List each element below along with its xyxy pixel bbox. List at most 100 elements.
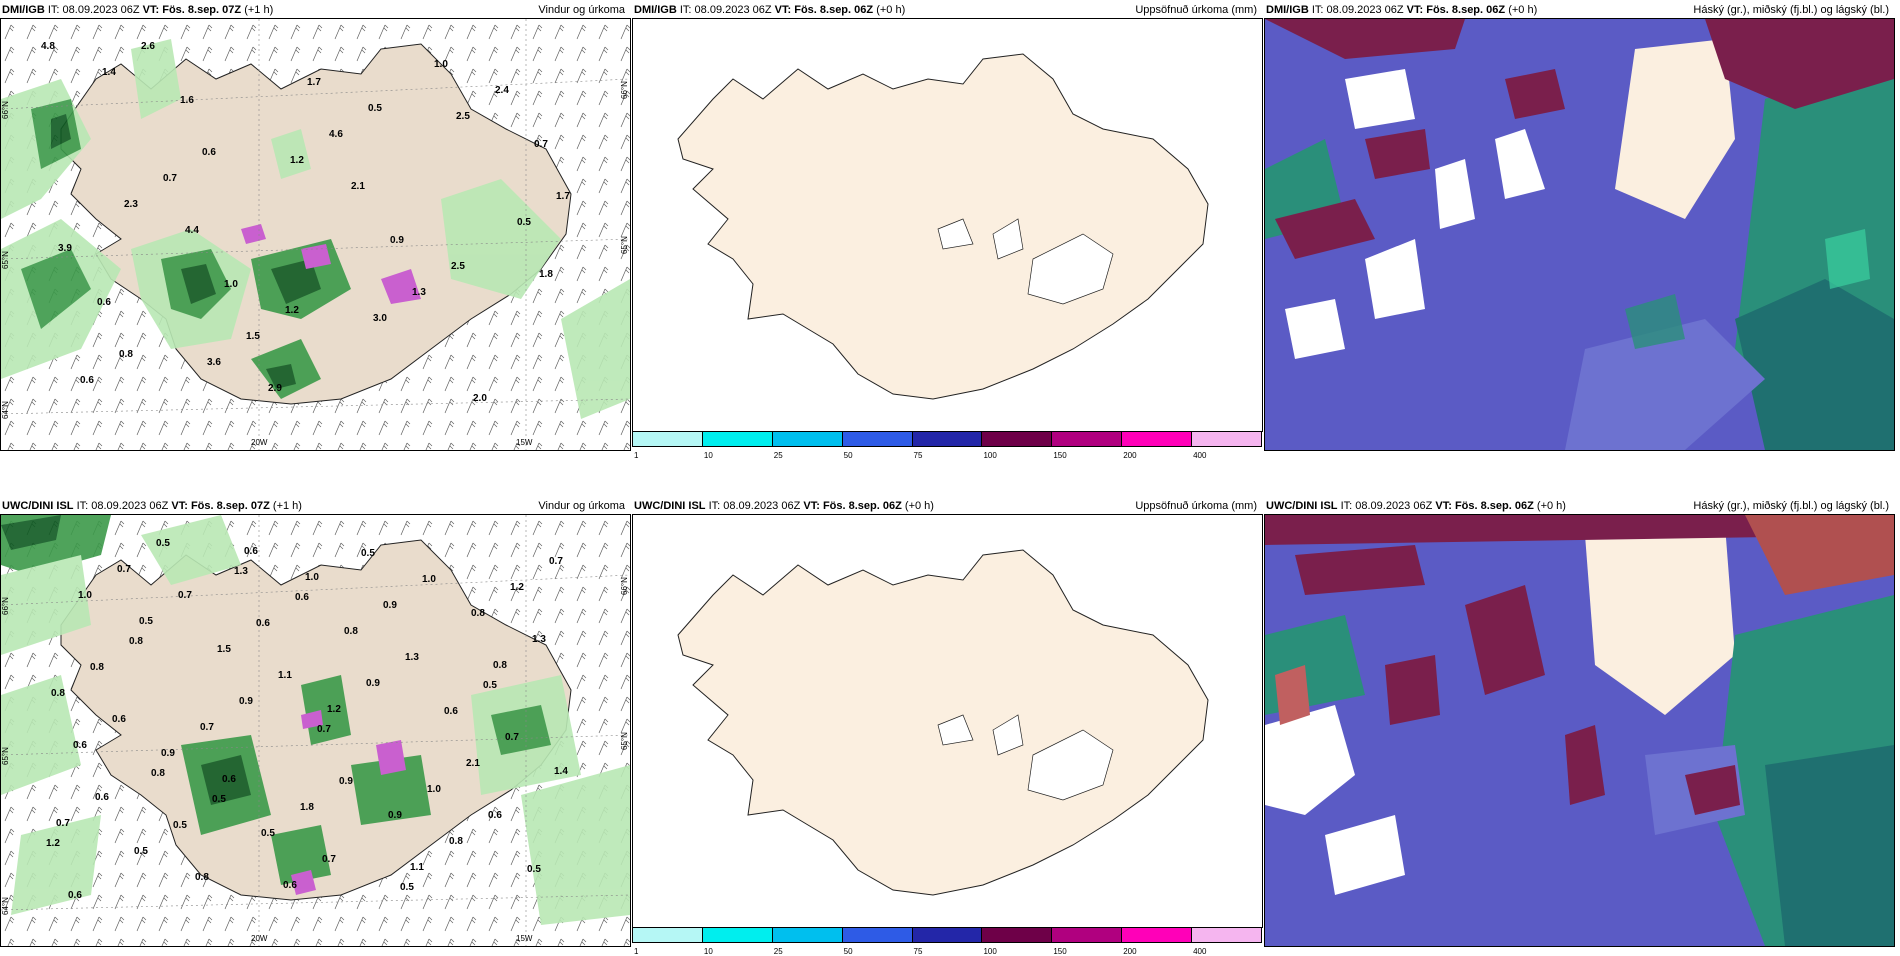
colorbar: 1 10 25 50 75 100 150 200 400 [632, 431, 1262, 460]
precip-value-label: 1.4 [102, 67, 116, 78]
colorbar-tick-label: 200 [1123, 451, 1137, 460]
precip-value-label: 0.6 [97, 297, 111, 308]
valid-time: 06Z [1486, 4, 1506, 16]
precip-value-label: 2.4 [495, 85, 509, 96]
field-name: Vindur og úrkoma [538, 500, 625, 512]
precip-value-label: 0.9 [388, 810, 402, 821]
precip-value-label: 0.5 [173, 820, 187, 831]
wind-precip-map: 20W 15W 66°N 65°N 64°N 66°N 65°N 1.0 0.9 0… [0, 514, 631, 947]
precip-value-label: 1.8 [539, 269, 553, 280]
precip-value-label: 0.9 [383, 600, 397, 611]
precip-value-label: 0.9 [161, 748, 175, 759]
panel-title: UWC/DINI ISL IT: 08.09.2023 06Z VT: Fös.… [1266, 500, 1889, 512]
colorbar-swatch [1121, 927, 1193, 943]
precip-value-labels: 4.8 2.3 3.6 1.2 3.0 2.5 1.8 1.4 4.4 2.9 2.1 1.0 0.5 0… [41, 41, 570, 404]
colorbar-swatch [1051, 431, 1123, 447]
colorbar-tick-label: 200 [1123, 947, 1137, 956]
precip-value-label: 3.0 [373, 313, 387, 324]
lon-label-20w: 20W [251, 438, 268, 447]
field-name: Háský (gr.), miðský (fj.bl.) og lágský (… [1693, 500, 1889, 512]
model-name: DMI/IGB [634, 4, 677, 16]
colorbar-swatch [911, 431, 983, 447]
colorbar-tick-label: 25 [773, 947, 783, 956]
precip-value-label: 0.6 [256, 618, 270, 629]
panel-title: UWC/DINI ISL IT: 08.09.2023 06Z VT: Fös.… [634, 500, 1257, 512]
colorbar-tick-label: 10 [703, 451, 713, 460]
colorbar-tick-label: 400 [1193, 947, 1207, 956]
precip-value-label: 0.6 [68, 890, 82, 901]
precip-value-label: 1.5 [217, 644, 231, 655]
init-time: 08.09.2023 06Z [62, 4, 140, 16]
panel-uwc-cloud: UWC/DINI ISL IT: 08.09.2023 06Z VT: Fös.… [1264, 496, 1895, 947]
valid-time: 06Z [854, 4, 874, 16]
precip-value-label: 0.6 [295, 592, 309, 603]
precip-value-label: 0.6 [444, 706, 458, 717]
precip-value-label: 0.8 [129, 636, 143, 647]
panel-title: DMI/IGB IT: 08.09.2023 06Z VT: Fös. 8.se… [2, 4, 625, 16]
lead-time: (+1 h) [244, 4, 274, 16]
map-canvas [633, 19, 1262, 431]
precip-value-label: 0.7 [505, 732, 519, 743]
precip-value-label: 1.2 [327, 704, 341, 715]
model-name: UWC/DINI ISL [634, 500, 706, 512]
lat-label-66n: 66°N [1, 101, 10, 119]
lon-label-20w: 20W [251, 934, 268, 943]
colorbar-swatch [841, 431, 913, 447]
precip-value-label: 1.0 [78, 590, 92, 601]
precip-value-label: 1.0 [427, 784, 441, 795]
precip-value-label: 0.6 [222, 774, 236, 785]
precip-value-label: 2.5 [451, 261, 465, 272]
field-name: Uppsöfnuð úrkoma (mm) [1135, 4, 1257, 16]
lat-label-right-66n: 66°N [620, 577, 629, 595]
precip-value-label: 0.8 [119, 349, 133, 360]
cloud-map [1264, 18, 1895, 451]
precip-value-label: 0.8 [51, 688, 65, 699]
precip-value-label: 1.3 [532, 634, 546, 645]
precip-value-label: 0.6 [95, 792, 109, 803]
panel-title: DMI/IGB IT: 08.09.2023 06Z VT: Fös. 8.se… [634, 4, 1257, 16]
precip-value-label: 2.9 [268, 383, 282, 394]
precip-value-label: 1.2 [510, 582, 524, 593]
accum-precip-map [632, 18, 1263, 432]
precip-value-label: 2.1 [466, 758, 480, 769]
valid-time: 07Z [250, 500, 270, 512]
precip-value-label: 0.5 [261, 828, 275, 839]
precip-value-label: 0.8 [471, 608, 485, 619]
precip-value-label: 0.8 [195, 872, 209, 883]
panel-dmi-cloud: DMI/IGB IT: 08.09.2023 06Z VT: Fös. 8.se… [1264, 0, 1895, 451]
precip-value-label: 4.6 [329, 129, 343, 140]
precip-value-label: 3.6 [207, 357, 221, 368]
colorbar-tick-label: 10 [703, 947, 713, 956]
precip-value-label: 0.9 [239, 696, 253, 707]
precip-value-label: 0.7 [178, 590, 192, 601]
precip-value-label: 0.7 [56, 818, 70, 829]
precip-value-label: 0.7 [534, 139, 548, 150]
precip-value-label: 4.4 [185, 225, 199, 236]
precip-value-label: 0.6 [202, 147, 216, 158]
precip-value-label: 2.3 [124, 199, 138, 210]
colorbar-tick-label: 75 [913, 451, 923, 460]
precip-value-label: 0.5 [368, 103, 382, 114]
init-time: 08.09.2023 06Z [694, 4, 772, 16]
colorbar-tick-label: 150 [1053, 451, 1067, 460]
precip-value-label: 1.2 [46, 838, 60, 849]
colorbar-swatch [841, 927, 913, 943]
field-name: Háský (gr.), miðský (fj.bl.) og lágský (… [1693, 4, 1889, 16]
precip-value-label: 2.6 [141, 41, 155, 52]
cloud-map [1264, 514, 1895, 947]
precip-value-label: 0.5 [139, 616, 153, 627]
colorbar-swatch [1051, 927, 1123, 943]
model-name: DMI/IGB [2, 4, 45, 16]
panel-uwc-accum: UWC/DINI ISL IT: 08.09.2023 06Z VT: Fös.… [632, 496, 1263, 956]
precip-value-label: 1.7 [307, 77, 321, 88]
colorbar-tick-label: 400 [1193, 451, 1207, 460]
lead-time: (+0 h) [904, 500, 934, 512]
colorbar-tick-label: 1 [634, 947, 639, 956]
colorbar-swatch [1121, 431, 1193, 447]
precip-value-label: 0.5 [483, 680, 497, 691]
precip-value-label: 4.8 [41, 41, 55, 52]
colorbar-tick-label: 100 [983, 947, 997, 956]
field-name: Vindur og úrkoma [538, 4, 625, 16]
precip-value-label: 0.7 [322, 854, 336, 865]
field-name: Uppsöfnuð úrkoma (mm) [1135, 500, 1257, 512]
